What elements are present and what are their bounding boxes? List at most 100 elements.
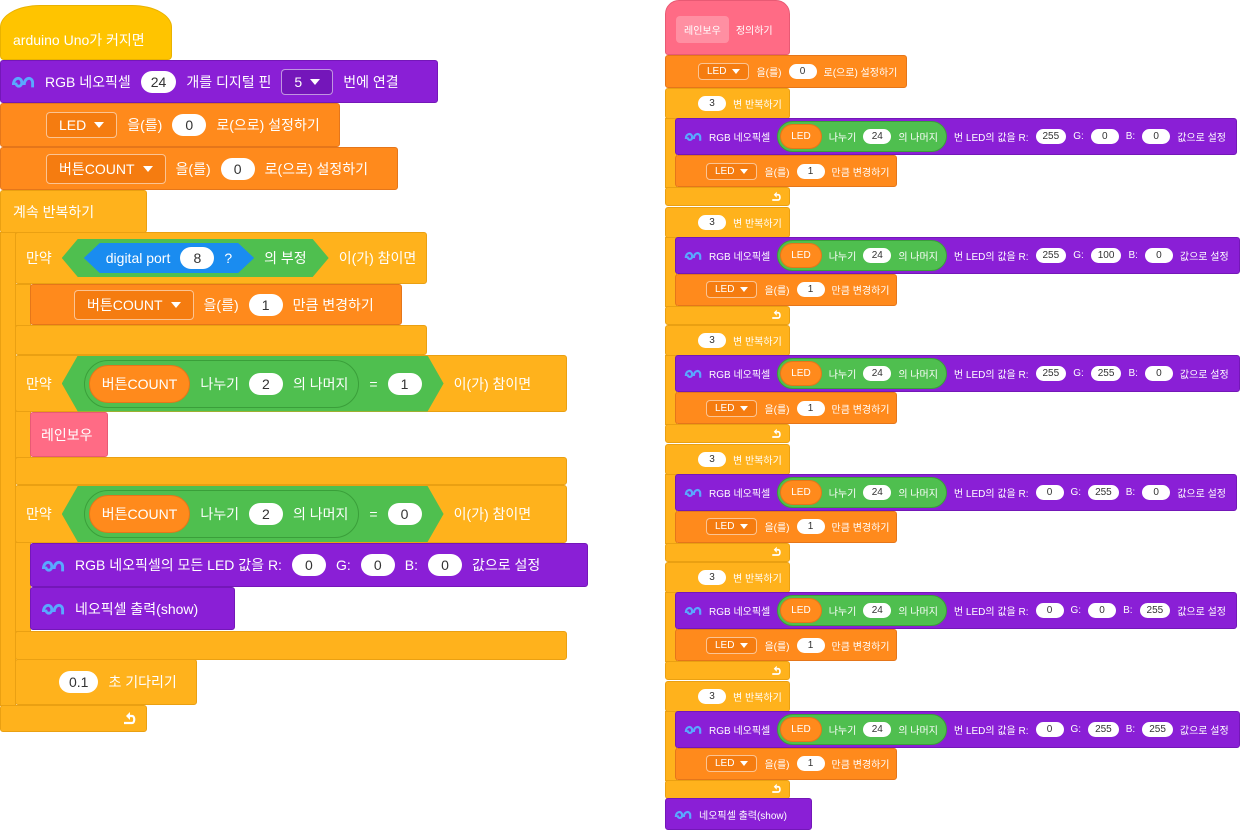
neopixel-set-block[interactable]: RGB 네오픽셀 LED 나누기 24 의 나머지 번 LED의 값을 R: 0 G: 0 B: 2… <box>675 592 1237 629</box>
number-input[interactable]: 0 <box>388 503 422 525</box>
remainder-reporter[interactable]: 버튼COUNT 나누기 2 의 나머지 <box>84 490 360 538</box>
if-block[interactable]: 만약 버튼COUNT 나누기 2 의 나머지 = 0 이(가) 참이면 <box>15 485 567 543</box>
number-input[interactable]: 0 <box>1088 603 1117 618</box>
number-input[interactable]: 1 <box>796 163 825 179</box>
repeat-end[interactable] <box>665 779 790 799</box>
number-input[interactable]: 0 <box>1142 484 1171 500</box>
number-input[interactable]: 0 <box>1142 129 1171 144</box>
set-variable-block[interactable]: LED 을(를) 1 만큼 변경하기 <box>675 510 897 543</box>
forever-block[interactable]: 계속 반복하기 <box>0 190 147 233</box>
if-block[interactable]: 만약 digital port 8? 의 부정 이(가) 참이면 <box>15 232 427 284</box>
number-input[interactable]: 24 <box>140 70 177 93</box>
variable-reporter[interactable]: LED <box>780 124 822 149</box>
set-variable-block[interactable]: 버튼COUNT 을(를) 0 로(으로) 설정하기 <box>0 147 398 190</box>
repeat-block[interactable]: 3 변 반복하기 <box>665 443 790 475</box>
repeat-block[interactable]: 3 변 반복하기 <box>665 88 790 119</box>
variable-reporter[interactable]: LED <box>780 361 822 386</box>
not-condition[interactable]: digital port 8? 의 부정 <box>62 239 329 277</box>
if-arm[interactable] <box>15 411 31 458</box>
number-input[interactable]: 3 <box>698 214 726 230</box>
number-input[interactable]: 0 <box>1090 129 1119 144</box>
number-input[interactable]: 24 <box>863 129 892 144</box>
number-input[interactable]: 24 <box>863 721 892 737</box>
dropdown[interactable]: 버튼COUNT <box>46 153 166 184</box>
dropdown[interactable]: LED <box>698 63 750 80</box>
dropdown[interactable]: LED <box>706 636 758 654</box>
number-input[interactable]: 2 <box>249 503 283 525</box>
repeat-end[interactable] <box>665 305 790 325</box>
number-input[interactable]: 255 <box>1035 129 1067 144</box>
number-input[interactable]: 0 <box>1144 366 1173 381</box>
function-name[interactable]: 레인보우 <box>676 16 729 43</box>
variable-reporter[interactable]: LED <box>780 598 822 623</box>
dropdown[interactable]: 5 <box>281 68 334 95</box>
dropdown[interactable]: LED <box>706 162 758 180</box>
set-variable-block[interactable]: LED 을(를) 1 만큼 변경하기 <box>675 273 897 306</box>
dropdown[interactable]: 버튼COUNT <box>74 289 194 320</box>
repeat-end[interactable] <box>665 187 790 206</box>
set-variable-block[interactable]: LED 을(를) 1 만큼 변경하기 <box>675 629 897 661</box>
neopixel-set-block[interactable]: RGB 네오픽셀 LED 나누기 24 의 나머지 번 LED의 값을 R: 255 G: 25… <box>675 355 1240 392</box>
neopixel-set-block[interactable]: RGB 네오픽셀 LED 나누기 24 의 나머지 번 LED의 값을 R: 255 G: 0 B… <box>675 118 1237 155</box>
set-variable-block[interactable]: LED 을(를) 0 로(으로) 설정하기 <box>665 55 907 88</box>
variable-reporter[interactable]: LED <box>780 479 822 505</box>
number-input[interactable]: 3 <box>698 570 726 585</box>
number-input[interactable]: 1 <box>388 373 422 395</box>
number-input[interactable]: 0 <box>788 64 817 79</box>
number-input[interactable]: 24 <box>863 247 892 263</box>
number-input[interactable]: 3 <box>698 96 726 111</box>
number-input[interactable]: 3 <box>698 333 726 348</box>
remainder-reporter[interactable]: 버튼COUNT 나누기 2 의 나머지 <box>84 360 360 408</box>
number-input[interactable]: 1 <box>796 282 825 297</box>
if-end[interactable] <box>15 325 427 355</box>
set-variable-block[interactable]: LED 을(를) 1 만큼 변경하기 <box>675 392 897 424</box>
number-input[interactable]: 0.1 <box>59 671 99 693</box>
number-input[interactable]: 0 <box>427 554 462 576</box>
number-input[interactable]: 0 <box>220 157 255 180</box>
compare-condition[interactable]: 버튼COUNT 나누기 2 의 나머지 = 0 <box>62 486 444 542</box>
number-input[interactable]: 0 <box>360 554 395 576</box>
number-input[interactable]: 3 <box>698 451 726 467</box>
number-input[interactable]: 2 <box>249 373 283 395</box>
number-input[interactable]: 24 <box>863 366 892 381</box>
remainder-reporter[interactable]: LED 나누기 24 의 나머지 <box>777 358 947 389</box>
number-input[interactable]: 1 <box>796 637 825 653</box>
number-input[interactable]: 255 <box>1088 721 1119 737</box>
variable-reporter[interactable]: 버튼COUNT <box>89 495 191 533</box>
variable-reporter[interactable]: LED <box>780 242 822 268</box>
remainder-reporter[interactable]: LED 나누기 24 의 나머지 <box>777 595 947 626</box>
set-variable-block[interactable]: LED 을(를) 0 로(으로) 설정하기 <box>0 103 340 147</box>
number-input[interactable]: 0 <box>1035 484 1064 500</box>
number-input[interactable]: 255 <box>1035 247 1067 263</box>
repeat-end[interactable] <box>665 424 790 443</box>
dropdown[interactable]: LED <box>706 518 758 535</box>
dropdown[interactable]: LED <box>46 112 118 138</box>
if-end[interactable] <box>15 457 567 485</box>
repeat-block[interactable]: 3 변 반복하기 <box>665 206 790 238</box>
number-input[interactable]: 1 <box>796 756 825 771</box>
set-variable-block[interactable]: 버튼COUNT 을(를) 1 만큼 변경하기 <box>30 284 402 325</box>
repeat-end[interactable] <box>665 661 790 680</box>
number-input[interactable]: 0 <box>1144 247 1173 263</box>
if-arm[interactable] <box>15 542 31 632</box>
compare-condition[interactable]: 버튼COUNT 나누기 2 의 나머지 = 1 <box>62 356 444 412</box>
neopixel-set-block[interactable]: RGB 네오픽셀 LED 나누기 24 의 나머지 번 LED의 값을 R: 255 G: 10… <box>675 236 1240 274</box>
number-input[interactable]: 1 <box>796 400 825 416</box>
neopixel-connect-block[interactable]: RGB 네오픽셀 24 개를 디지털 핀 5 번에 연결 <box>0 60 438 103</box>
dropdown[interactable]: LED <box>706 281 758 298</box>
start-hat-block[interactable]: arduino Uno가 커지면 <box>0 5 172 60</box>
set-variable-block[interactable]: LED 을(를) 1 만큼 변경하기 <box>675 747 897 780</box>
number-input[interactable]: 100 <box>1090 247 1122 263</box>
number-input[interactable]: 0 <box>291 554 326 576</box>
number-input[interactable]: 255 <box>1088 484 1119 500</box>
number-input[interactable]: 0 <box>1035 721 1064 737</box>
dropdown[interactable]: LED <box>706 755 758 772</box>
remainder-reporter[interactable]: LED 나누기 24 의 나머지 <box>777 476 947 508</box>
set-variable-block[interactable]: LED 을(를) 1 만큼 변경하기 <box>675 155 897 187</box>
forever-end[interactable] <box>0 705 147 732</box>
number-input[interactable]: 1 <box>796 519 825 534</box>
repeat-block[interactable]: 3 변 반복하기 <box>665 680 790 712</box>
wait-block[interactable]: 0.1 초 기다리기 <box>15 659 197 705</box>
number-input[interactable]: 1 <box>248 293 283 316</box>
repeat-block[interactable]: 3 변 반복하기 <box>665 325 790 356</box>
